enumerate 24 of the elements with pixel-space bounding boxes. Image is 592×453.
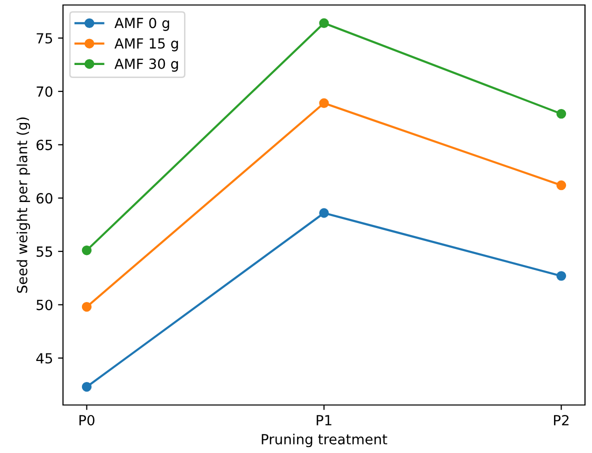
- y-axis-title: Seed weight per plant (g): [16, 118, 30, 293]
- point: [556, 108, 566, 119]
- x-tick-label: P1: [316, 415, 332, 426]
- point: [556, 271, 566, 281]
- x-tick-label: P2: [554, 414, 568, 426]
- x-axis-title: Pruning treatment: [262, 434, 388, 448]
- y-tick-label: 65: [36, 140, 52, 150]
- y-tick-label: 50: [36, 300, 52, 310]
- point: [82, 245, 92, 256]
- point: [82, 382, 92, 392]
- legend-label: AMF 0 g: [114, 18, 170, 31]
- y-tick-label: 45: [36, 353, 52, 364]
- point: [556, 180, 566, 190]
- point: [319, 98, 329, 108]
- point: [319, 18, 329, 28]
- point: [82, 302, 92, 312]
- y-tick-label: 70: [36, 86, 52, 97]
- legend-label: AMF 15 g: [114, 38, 178, 52]
- legend-label: AMF 30 g: [114, 58, 178, 72]
- point: [319, 208, 329, 218]
- y-tick-label: 60: [36, 193, 52, 204]
- y-tick-label: 75: [36, 33, 52, 44]
- x-tick-label: P0: [79, 414, 94, 426]
- y-tick-label: 55: [36, 246, 52, 257]
